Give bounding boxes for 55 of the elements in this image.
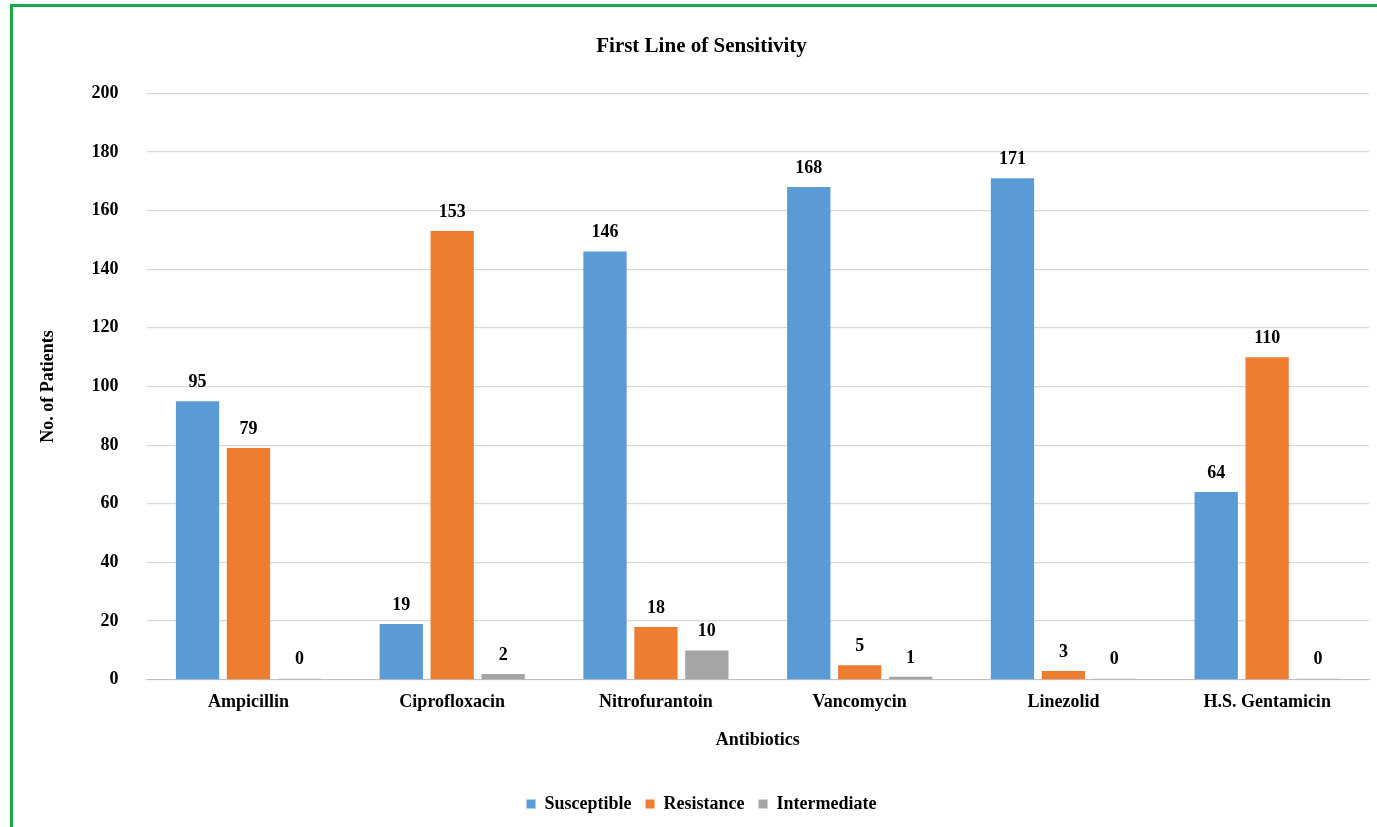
x-tick-label: Nitrofurantoin bbox=[599, 691, 713, 712]
y-tick-label: 0 bbox=[109, 668, 119, 689]
bar bbox=[583, 251, 627, 680]
data-label: 110 bbox=[1254, 326, 1281, 347]
bar bbox=[379, 624, 423, 680]
data-label: 5 bbox=[855, 634, 865, 655]
bar bbox=[175, 401, 220, 680]
data-label: 0 bbox=[1109, 648, 1119, 669]
x-tick-label: Ampicillin bbox=[207, 691, 289, 712]
bar bbox=[226, 448, 271, 680]
y-tick-label: 80 bbox=[100, 433, 119, 454]
y-tick-label: 60 bbox=[100, 492, 119, 513]
bar bbox=[1194, 492, 1238, 680]
data-label: 18 bbox=[646, 596, 665, 617]
data-label: 19 bbox=[392, 593, 411, 614]
bar bbox=[990, 178, 1035, 680]
data-label: 0 bbox=[294, 648, 304, 669]
x-tick-label: H.S. Gentamicin bbox=[1203, 691, 1331, 712]
data-label: 146 bbox=[591, 221, 619, 242]
data-label: 0 bbox=[1313, 648, 1323, 669]
bar bbox=[481, 673, 525, 680]
data-label: 79 bbox=[239, 417, 258, 438]
bar bbox=[685, 650, 729, 680]
y-axis-title: No. of Patients bbox=[37, 330, 58, 443]
y-tick-label: 40 bbox=[100, 551, 119, 572]
bar bbox=[430, 231, 474, 680]
bar bbox=[1245, 357, 1289, 680]
chart-title: First Line of Sensitivity bbox=[596, 33, 808, 58]
data-label: 153 bbox=[438, 200, 466, 221]
legend-label: Intermediate bbox=[776, 792, 877, 813]
data-label: 10 bbox=[697, 620, 716, 641]
y-tick-label: 20 bbox=[100, 609, 119, 630]
bar bbox=[838, 665, 882, 680]
data-label: 168 bbox=[795, 156, 823, 177]
x-tick-label: Linezolid bbox=[1027, 691, 1100, 712]
y-tick-label: 180 bbox=[91, 140, 119, 161]
y-tick-label: 200 bbox=[91, 81, 119, 102]
y-tick-label: 160 bbox=[91, 199, 119, 220]
bar bbox=[634, 627, 678, 680]
y-tick-label: 120 bbox=[91, 316, 119, 337]
bar bbox=[1041, 671, 1086, 680]
y-tick-label: 140 bbox=[91, 257, 119, 278]
data-label: 3 bbox=[1058, 640, 1068, 661]
data-label: 95 bbox=[188, 370, 207, 391]
legend-label: Susceptible bbox=[544, 792, 632, 813]
data-label: 171 bbox=[998, 147, 1026, 168]
x-axis-title: Antibiotics bbox=[715, 728, 800, 749]
legend-label: Resistance bbox=[663, 792, 745, 813]
data-label: 2 bbox=[498, 643, 508, 664]
x-tick-label: Vancomycin bbox=[812, 691, 907, 712]
data-label: 64 bbox=[1207, 461, 1226, 482]
x-tick-label: Ciprofloxacin bbox=[399, 691, 506, 712]
data-label: 1 bbox=[906, 646, 916, 667]
bar bbox=[787, 187, 831, 680]
y-tick-label: 100 bbox=[91, 375, 119, 396]
